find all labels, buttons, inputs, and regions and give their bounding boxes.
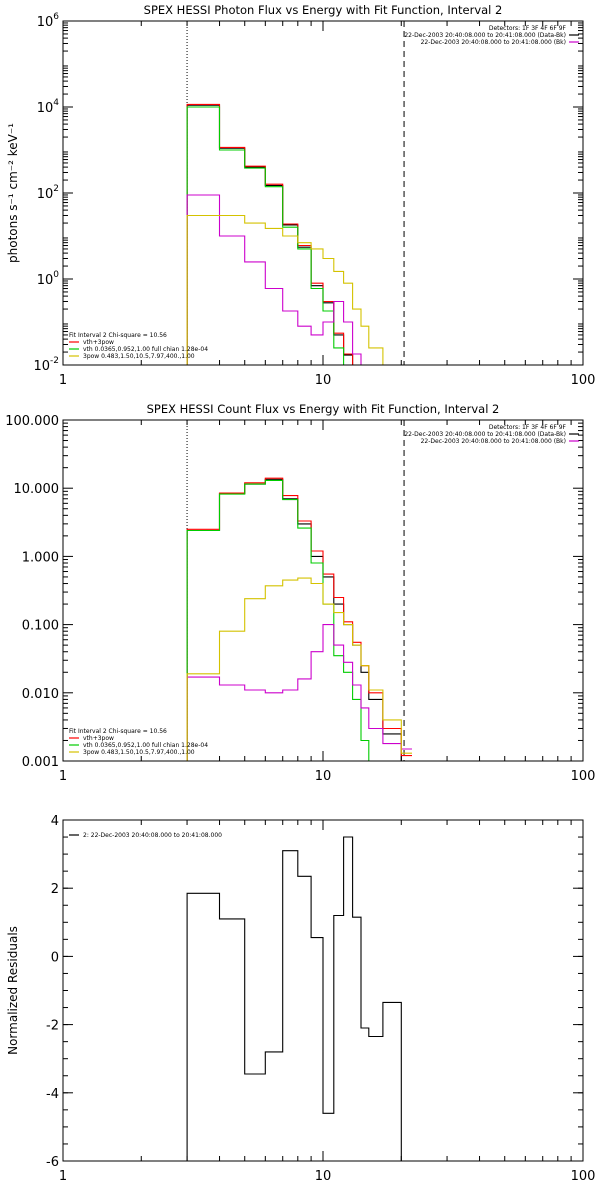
legend-entry: vth 0.0365,0.952,1.00 full chian 1.28e-0… [83,742,208,749]
y-tick-base: 10 [33,359,50,374]
y-tick-label: 0.100 [22,619,59,634]
series-line-5 [186,214,412,365]
x-tick-label: 10 [315,373,332,388]
y-tick-label: 0.001 [22,755,59,770]
header-note: 22-Dec-2003 20:40:08.000 to 20:41:08.000… [421,438,566,445]
x-tick-label: 100 [571,373,596,388]
y-tick-base: 10 [37,101,54,116]
legend-entry: 2: 22-Dec-2003 20:40:08.000 to 20:41:08.… [83,832,222,839]
header-note: 22-Dec-2003 20:40:08.000 to 20:41:08.000… [404,431,566,438]
series-line-1 [186,836,402,1161]
legend-entry: vth 0.0365,0.952,1.00 full chian 1.28e-0… [83,346,208,353]
y-tick-exponent: 2 [53,184,59,194]
chart-title: SPEX HESSI Count Flux vs Energy with Fit… [147,402,500,416]
series-line-5 [186,577,412,761]
chart-title: SPEX HESSI Photon Flux vs Energy with Fi… [144,3,503,17]
plot-area [186,477,412,761]
y-tick-label: 102 [37,184,59,202]
header-note: 22-Dec-2003 20:40:08.000 to 20:41:08.000… [421,39,566,46]
y-tick-base: 10 [37,15,54,30]
series-line-3 [186,479,412,761]
y-tick-exponent: -2 [50,356,59,366]
plot-area [186,836,402,1161]
y-tick-label: 104 [37,98,60,116]
chart-panel-2: SPEX HESSI Count Flux vs Energy with Fit… [5,402,595,784]
legend-entry: vth+3pow [83,735,114,742]
x-tick-label: 10 [315,769,332,784]
legend-entry: vth+3pow [83,339,114,346]
header-note: 22-Dec-2003 20:40:08.000 to 20:41:08.000… [404,32,566,39]
x-tick-label: 100 [571,769,596,784]
y-tick-exponent: 6 [53,12,59,22]
y-tick-label: -2 [46,1019,59,1034]
legend-entry: Fit Interval 2 Chi-square = 10.56 [69,332,167,339]
plot-area [186,103,412,365]
y-tick-label: -6 [46,1155,59,1170]
series-line-4 [186,194,412,365]
x-tick-label: 10 [315,1169,332,1184]
legend-entry: 3pow 0.483,1.50,10.5,7.97,400.,1.00 [83,353,195,360]
y-tick-label: 10.000 [14,482,60,497]
chart-panel-3: 1 10 100 -6 -4 -2 0 2 4 Normalized Residuals 2: 22… [6,814,595,1184]
plot-frame [62,20,584,366]
y-tick-base: 10 [37,273,54,288]
y-tick-label: 0.010 [22,687,59,702]
y-tick-exponent: 4 [53,98,59,108]
y-tick-label: 10-2 [33,356,59,374]
y-tick-label: 2 [51,882,59,897]
x-tick-label: 100 [571,1169,596,1184]
y-tick-label: 1.000 [22,550,59,565]
legend-entry: Fit Interval 2 Chi-square = 10.56 [69,728,167,735]
y-axis-label: photons s⁻¹ cm⁻² keV⁻¹ [6,123,20,263]
x-tick-label: 1 [59,769,67,784]
y-tick-label: 4 [51,814,59,829]
plot-frame [62,819,584,1162]
header-note: Detectors: 1F 3F 4F 6F 9F [489,25,567,32]
plot-frame [62,419,584,762]
y-tick-label: 100 [37,270,60,288]
header-note: Detectors: 1F 3F 4F 6F 9F [489,424,567,431]
y-tick-label: 0 [51,950,59,965]
y-tick-label: 100.000 [5,414,59,429]
x-tick-label: 1 [59,373,67,388]
legend-entry: 3pow 0.483,1.50,10.5,7.97,400.,1.00 [83,749,195,756]
y-axis-label: Normalized Residuals [6,926,20,1055]
chart-panel-1: SPEX HESSI Photon Flux vs Energy with Fi… [6,3,595,388]
y-tick-label: -4 [46,1087,59,1102]
x-tick-label: 1 [59,1169,67,1184]
y-tick-base: 10 [37,187,54,202]
series-line-3 [186,106,412,365]
y-tick-exponent: 0 [53,270,59,280]
series-line-4 [186,624,412,761]
y-tick-label: 106 [37,12,60,30]
